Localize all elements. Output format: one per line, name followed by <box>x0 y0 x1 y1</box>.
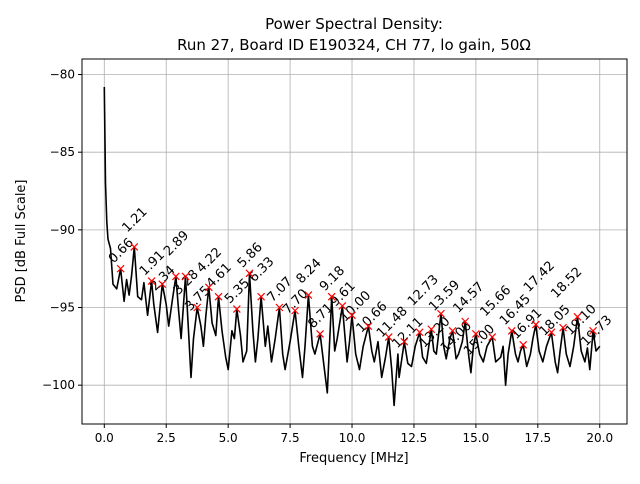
peak-marker <box>519 340 528 349</box>
peak-marker <box>573 312 582 321</box>
peak-labels: 0.661.211.912.342.893.283.754.224.615.35… <box>106 205 615 359</box>
x-tick-label: 2.5 <box>157 431 176 445</box>
y-tick-label: −100 <box>42 378 75 392</box>
peak-x-stroke <box>448 326 457 335</box>
peak-x-stroke <box>507 326 516 335</box>
peak-marker <box>158 280 167 289</box>
x-tick-label: 0.0 <box>95 431 114 445</box>
x-tick-label: 20.0 <box>586 431 613 445</box>
peak-x-stroke <box>519 340 528 349</box>
peak-x-stroke <box>171 272 180 281</box>
peak-marker <box>348 311 356 320</box>
peak-marker <box>448 326 457 335</box>
peak-x-stroke <box>158 280 167 289</box>
peak-x-stroke <box>316 329 324 338</box>
peak-marker <box>471 329 480 338</box>
peak-marker <box>531 320 540 329</box>
peak-marker <box>304 291 313 300</box>
peak-x-stroke <box>130 243 139 251</box>
peak-x-stroke <box>471 329 480 338</box>
peak-label: 1.21 <box>120 205 151 236</box>
peak-x-stroke <box>461 317 470 326</box>
y-tick-label: −90 <box>50 223 75 237</box>
x-tick-label: 5.0 <box>219 431 238 445</box>
peak-marker <box>507 326 516 335</box>
peak-x-stroke <box>400 337 409 346</box>
peak-x-stroke <box>384 333 393 341</box>
peak-marker <box>364 322 373 331</box>
peak-marker <box>275 303 284 312</box>
peak-x-stroke <box>427 325 436 334</box>
peak-x-stroke <box>573 312 582 321</box>
peak-marker <box>116 264 125 273</box>
y-tick-label: −95 <box>50 301 75 315</box>
chart-subtitle: Run 27, Board ID E190324, CH 77, lo gain… <box>177 36 531 54</box>
peak-marker <box>384 333 393 341</box>
peak-x-stroke <box>116 264 125 273</box>
peak-marker <box>171 272 180 281</box>
peak-marker <box>488 333 497 341</box>
x-tick-label: 7.5 <box>281 431 300 445</box>
peak-x-stroke <box>437 309 445 318</box>
y-tick-label: −85 <box>50 145 75 159</box>
peak-x-stroke <box>147 277 156 286</box>
peak-x-stroke <box>232 305 241 313</box>
peak-marker <box>415 328 424 337</box>
peak-marker <box>559 323 568 332</box>
peak-x-stroke <box>275 303 284 312</box>
peak-x-stroke <box>181 272 190 281</box>
x-tick-label: 10.0 <box>339 431 366 445</box>
peak-marker <box>181 272 190 281</box>
peak-label: 2.89 <box>161 228 192 259</box>
peak-x-stroke <box>338 302 347 310</box>
x-tick-label: 15.0 <box>463 431 490 445</box>
peak-marker <box>316 329 324 338</box>
peak-x-stroke <box>245 269 254 278</box>
peak-x-stroke <box>348 311 356 320</box>
peak-marker <box>214 292 223 301</box>
grid <box>82 59 627 424</box>
psd-line <box>103 86 601 407</box>
peak-x-stroke <box>589 326 597 335</box>
peak-x-stroke <box>291 306 299 315</box>
peak-x-stroke <box>559 323 568 332</box>
peak-marker <box>204 283 213 292</box>
peak-x-stroke <box>257 292 266 301</box>
y-tick-label: −80 <box>50 68 75 82</box>
peak-marker <box>327 292 336 301</box>
peak-marker <box>291 306 299 315</box>
peak-marker <box>400 337 409 346</box>
peak-marker <box>257 292 266 301</box>
x-axis-label: Frequency [MHz] <box>299 451 408 466</box>
peak-x-stroke <box>531 320 540 329</box>
peak-marker <box>589 326 597 335</box>
y-axis-label: PSD [dB Full Scale] <box>14 179 29 302</box>
peak-x-stroke <box>214 292 223 301</box>
peak-x-stroke <box>547 328 556 337</box>
peak-marker <box>461 317 470 326</box>
peak-marker <box>437 309 445 318</box>
peak-x-stroke <box>193 303 202 312</box>
peak-marker <box>547 328 556 337</box>
plot-area: 0.661.211.912.342.893.283.754.224.615.35… <box>103 86 615 407</box>
chart-title: Power Spectral Density: <box>265 15 443 33</box>
peak-marker <box>232 305 241 313</box>
peak-x-stroke <box>415 328 424 337</box>
x-tick-label: 17.5 <box>524 431 551 445</box>
peak-x-stroke <box>364 322 373 331</box>
peak-x-stroke <box>327 292 336 301</box>
peak-marker <box>130 243 139 251</box>
peak-marker <box>427 325 436 334</box>
peak-marker <box>193 303 202 312</box>
peak-x-stroke <box>304 291 313 300</box>
peak-x-stroke <box>488 333 497 341</box>
peak-marker <box>147 277 156 286</box>
peak-marker <box>338 302 347 310</box>
peak-marker <box>245 269 254 278</box>
x-tick-label: 12.5 <box>401 431 428 445</box>
axis-ticks: 0.0 2.5 5.0 7.5 10.0 12.5 15.0 17.5 20.0 −100 −95 −… <box>42 68 613 445</box>
peak-x-stroke <box>204 283 213 292</box>
axes-frame <box>81 58 628 425</box>
